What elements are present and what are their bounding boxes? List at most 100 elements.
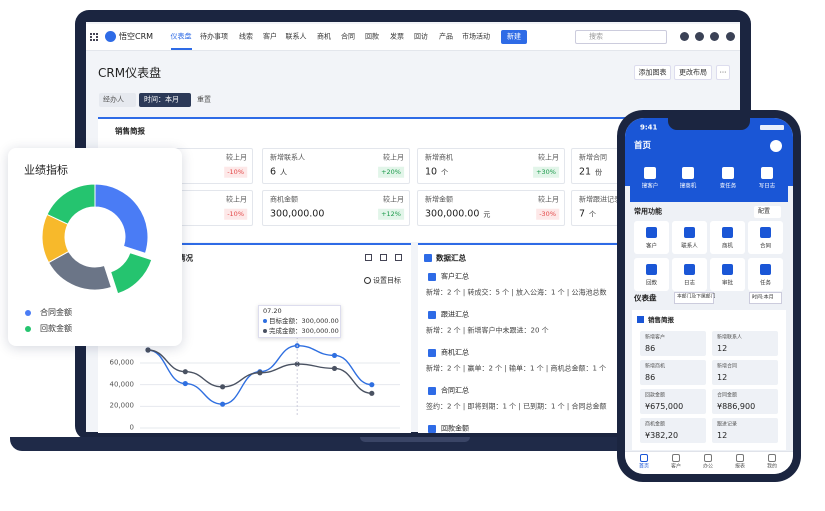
data-point (294, 361, 300, 367)
card-label: 商机金额 (270, 195, 298, 204)
tab-label[interactable]: 办公 (702, 463, 714, 470)
avatar[interactable] (770, 140, 782, 152)
tile-value: 12 (717, 373, 728, 382)
brief-tile (712, 331, 778, 356)
function-icon (684, 264, 695, 275)
nav-item[interactable]: 联系人 (285, 32, 307, 41)
filter-label: 经办人 (103, 95, 124, 104)
function-icon (760, 264, 771, 275)
function-label: 商机 (721, 243, 734, 250)
donut-segment (110, 252, 153, 295)
tile-value: ¥675,000 (645, 402, 684, 411)
y-tick-label: 60,000 (109, 358, 135, 367)
tab-icon[interactable] (736, 454, 744, 462)
toolbar-icon[interactable] (726, 32, 735, 41)
status-icons (760, 125, 784, 130)
tile-label: 合同金额 (717, 392, 738, 399)
button-label: 新建 (507, 32, 521, 41)
tab-icon[interactable] (672, 454, 680, 462)
time-filter[interactable] (139, 93, 191, 107)
config-button[interactable] (754, 206, 781, 218)
brief-card (262, 148, 410, 184)
section-title: 常用功能 (634, 207, 662, 216)
tooltip (258, 305, 341, 338)
tile-value: 86 (645, 344, 656, 353)
nav-item[interactable]: 回访 (414, 32, 428, 41)
section-title: 跟进汇总 (441, 310, 469, 319)
quick-icon[interactable] (722, 167, 734, 179)
nav-item[interactable]: 客户 (263, 32, 277, 41)
tab-icon[interactable] (640, 454, 648, 462)
quick-icon[interactable] (644, 167, 656, 179)
data-point (331, 352, 338, 359)
panel-title: 数据汇总 (436, 253, 466, 263)
section-title: 商机汇总 (441, 348, 469, 357)
panel-icon (395, 254, 402, 261)
tile-label: 商机金额 (645, 421, 666, 428)
menu-icon (90, 33, 98, 41)
quick-label: 写日志 (758, 183, 776, 190)
card-unit: 个 (441, 168, 449, 177)
data-point (145, 347, 151, 353)
card-unit: 人 (280, 168, 288, 177)
tooltip-dot (263, 319, 267, 323)
tab-label[interactable]: 我的 (766, 463, 778, 470)
tile-label: 跟进记录 (717, 421, 738, 428)
nav-item[interactable]: 商机 (317, 32, 331, 41)
performance-card: 业绩指标 合同金额 回款金额 (8, 148, 182, 346)
nav-item[interactable]: 发票 (390, 32, 404, 41)
brief-tile (640, 331, 706, 356)
toolbar-icon[interactable] (695, 32, 704, 41)
tile-label: 新增商机 (645, 363, 666, 370)
section-detail: 签约：2 个 | 即将到期：1 个 | 已到期：1 个 | 合同总金额 (426, 402, 607, 411)
owner-filter[interactable] (99, 93, 136, 107)
card-value: 7 (579, 208, 586, 220)
section-title: 回款金额 (441, 424, 469, 433)
function-label: 任务 (759, 280, 772, 287)
quick-icon[interactable] (761, 167, 773, 179)
function-label: 审批 (721, 280, 734, 287)
period-select[interactable] (749, 292, 782, 304)
panel-title: 销售简报 (648, 315, 674, 324)
tooltip-row: 目标金额：300,000.00 (269, 316, 339, 325)
nav-item[interactable]: 仪表盘 (170, 32, 192, 41)
legend-dot (25, 326, 31, 332)
header-button[interactable] (634, 65, 671, 80)
nav-item[interactable]: 市场活动 (462, 32, 490, 41)
nav-item[interactable]: 待办事项 (200, 32, 228, 41)
card-value: 21 (579, 166, 592, 178)
button-label: 配置 (758, 208, 771, 215)
button-label: 添加图表 (638, 68, 667, 77)
new-button[interactable] (501, 30, 527, 44)
tab-label[interactable]: 客户 (670, 463, 682, 470)
search-placeholder: 搜索 (589, 32, 603, 41)
nav-item[interactable]: 产品 (439, 32, 453, 41)
function-icon (646, 227, 657, 238)
nav-item[interactable]: 回款 (365, 32, 379, 41)
tab-label[interactable]: 首页 (638, 463, 650, 470)
donut-segment (46, 183, 96, 225)
card-unit: 份 (595, 168, 603, 177)
section-title: 合同汇总 (441, 386, 469, 395)
header-button[interactable] (674, 65, 712, 80)
quick-label: 搜客户 (641, 183, 659, 190)
settings-link[interactable]: 设置目标 (373, 276, 401, 285)
tab-icon[interactable] (768, 454, 776, 462)
search-box[interactable] (575, 30, 667, 44)
donut-chart (41, 183, 153, 295)
function-icon (646, 264, 657, 275)
reset-link[interactable]: 重置 (197, 95, 211, 104)
tab-icon[interactable] (704, 454, 712, 462)
tab-label[interactable]: 报表 (734, 463, 746, 470)
quick-icon[interactable] (682, 167, 694, 179)
section-detail: 新增：2 个 | 转成交：5 个 | 放入公海：1 个 | 公海池总数 (426, 288, 607, 297)
department-select[interactable] (674, 292, 714, 304)
toolbar-icon[interactable] (710, 32, 719, 41)
nav-item[interactable]: 线索 (239, 32, 253, 41)
data-point (220, 384, 226, 390)
toolbar-icon[interactable] (680, 32, 689, 41)
header-button[interactable] (716, 65, 730, 80)
section-icon (428, 425, 436, 433)
data-point (369, 390, 375, 396)
nav-item[interactable]: 合同 (341, 32, 355, 41)
